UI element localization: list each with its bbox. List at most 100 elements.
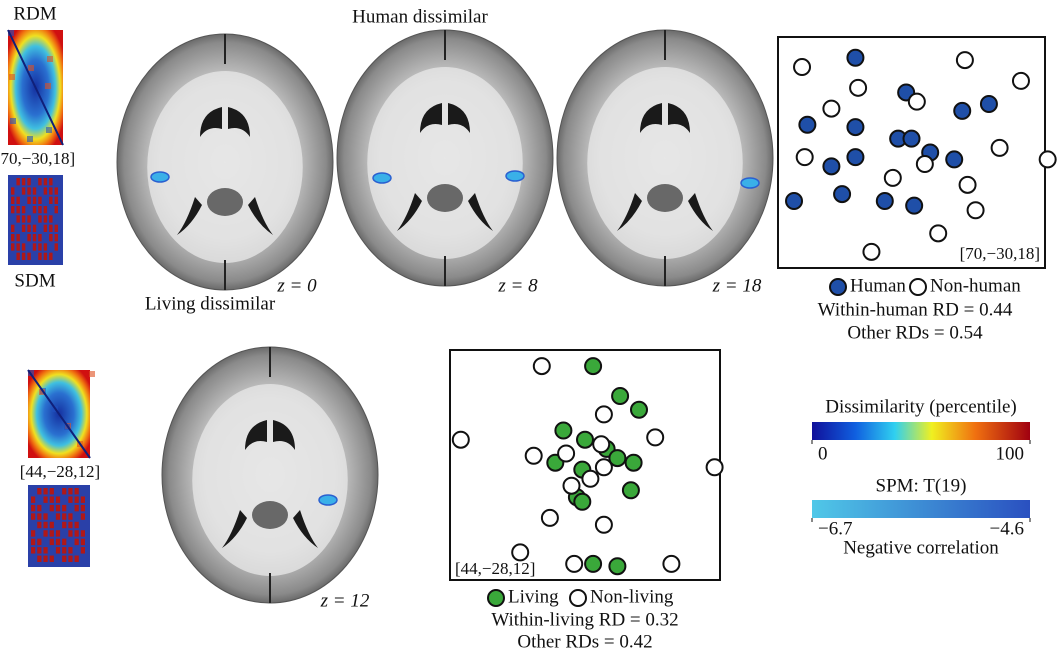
legend-label: Living — [508, 586, 559, 607]
sdm-cell — [43, 555, 48, 562]
colorbar-tick-label: −6.7 — [818, 518, 852, 539]
ventricle — [640, 103, 690, 133]
scatter-point — [557, 444, 576, 463]
scatter-point — [554, 421, 573, 440]
sdm-cell — [43, 488, 48, 495]
sdm-cell — [54, 224, 58, 232]
rdm-noise — [8, 30, 14, 36]
sdm-cell — [49, 488, 54, 495]
sdm-cell — [16, 234, 20, 242]
sdm-cell — [49, 196, 53, 204]
scatter-point — [562, 476, 581, 495]
colorbar-tick-label: −4.6 — [990, 518, 1024, 539]
brainstem — [252, 501, 288, 529]
scatter-point — [945, 150, 964, 169]
sdm-cell — [55, 538, 61, 546]
legend-label: Human — [850, 275, 906, 296]
legend-label: Non-living — [590, 586, 674, 607]
scatter-point — [608, 449, 627, 468]
sdm-cell — [80, 504, 85, 512]
scatter-point — [979, 94, 998, 113]
scatter-point — [524, 446, 543, 465]
rdm-diagonal — [7, 29, 64, 146]
sdm-cell — [43, 530, 48, 537]
sdm-cell — [55, 530, 61, 537]
activation-blob — [372, 172, 392, 184]
sdm-cell — [62, 513, 67, 520]
sdm-cell — [27, 178, 31, 186]
sdm-cell — [11, 224, 15, 232]
sdm-cell — [37, 555, 42, 562]
sdm-cell — [27, 187, 31, 195]
scatter-point — [875, 192, 894, 211]
sdm-cell — [68, 530, 73, 537]
sdm-cell — [38, 243, 42, 251]
sdm-cell — [32, 243, 37, 251]
rdm-noise — [46, 127, 52, 133]
sdm-cell — [49, 530, 54, 537]
legend-marker — [569, 589, 587, 607]
rd-note: Other RDs = 0.54 — [847, 322, 983, 343]
white-matter — [367, 67, 523, 259]
slice-label: z = 8 — [497, 275, 538, 296]
white-matter — [587, 67, 743, 259]
scatter-point — [955, 51, 974, 70]
scatter-point — [646, 428, 665, 447]
ventricle — [617, 193, 713, 231]
scatter-point — [905, 196, 924, 215]
scatter-point — [594, 405, 613, 424]
sdm-cell — [80, 538, 85, 546]
scatter-point — [862, 242, 881, 261]
scatter-point — [592, 435, 611, 454]
sdm-cell — [11, 243, 15, 251]
sdm-cell — [27, 224, 31, 232]
scatter-point — [849, 78, 868, 97]
panel-title: Living dissimilar — [145, 293, 276, 314]
rdm-noise — [89, 371, 95, 377]
sdm-cell — [49, 234, 53, 242]
brainstem — [647, 184, 683, 212]
panel-title: Human dissimilar — [352, 6, 488, 27]
scatter-point — [565, 554, 584, 573]
sdm-cell — [62, 504, 67, 512]
sdm-cell — [21, 178, 26, 186]
sdm-cell — [37, 547, 42, 554]
sdm-cell — [16, 215, 20, 223]
sdm-cell — [43, 206, 48, 214]
rdm-label: RDM — [13, 3, 56, 24]
sdm-cell — [16, 196, 20, 204]
sdm-cell — [16, 252, 20, 260]
scatter-point — [785, 192, 804, 211]
sdm-cell — [16, 243, 20, 251]
ventricle — [397, 193, 493, 231]
activation-blob — [150, 171, 170, 183]
coordinate-label: [70,−30,18] — [0, 149, 75, 168]
rd-note: Other RDs = 0.42 — [517, 631, 652, 652]
scatter-point — [795, 148, 814, 167]
sdm-cell — [68, 547, 73, 554]
sdm-cell — [68, 555, 73, 562]
scatter-point — [584, 554, 603, 573]
rdm-noise — [47, 56, 53, 62]
sdm-cell — [74, 521, 79, 529]
sdm-cell — [68, 513, 73, 520]
scatter-point — [822, 157, 841, 176]
white-matter — [147, 71, 303, 263]
sdm-cell — [31, 513, 36, 520]
colorbar — [812, 500, 1030, 518]
scatter-point — [846, 48, 865, 67]
rdm-noise — [45, 83, 51, 89]
sdm-cell — [38, 206, 42, 214]
rdm-noise — [28, 65, 34, 71]
sdm-cell — [43, 547, 48, 554]
sdm-cell — [43, 215, 48, 223]
legend-label: Non-human — [930, 275, 1021, 296]
sdm-cell — [32, 234, 37, 242]
rd-note: Within-human RD = 0.44 — [818, 299, 1013, 320]
coordinate-label: [44,−28,12] — [20, 462, 100, 481]
colorbar-caption: Negative correlation — [843, 537, 999, 558]
sdm-cell — [27, 252, 31, 260]
sdm-cell — [49, 538, 54, 546]
sdm-cell — [38, 215, 42, 223]
